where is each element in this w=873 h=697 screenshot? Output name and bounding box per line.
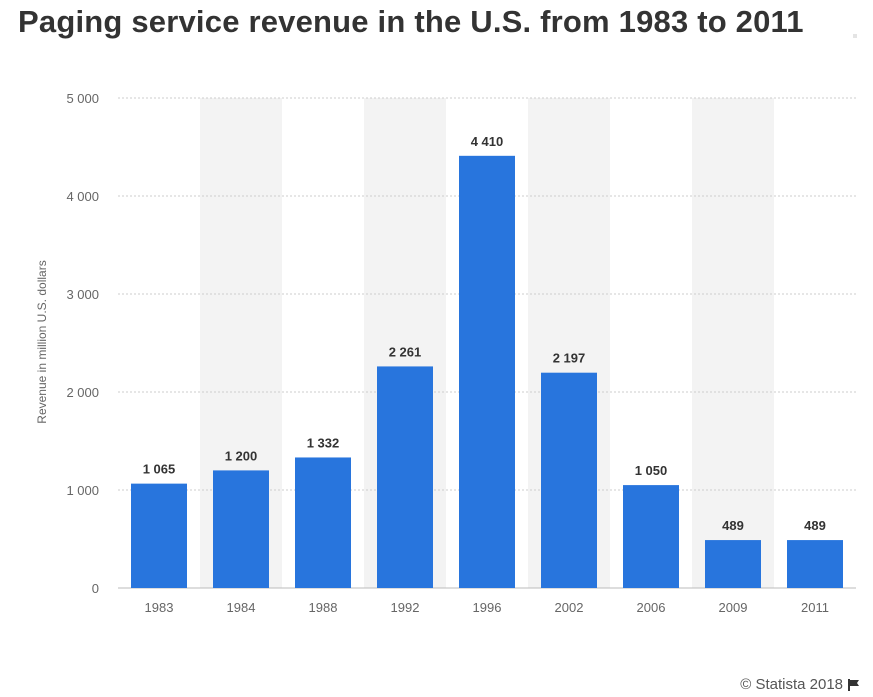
y-tick-label: 0 <box>92 581 99 596</box>
data-label: 1 065 <box>143 462 176 477</box>
bar <box>213 470 269 588</box>
x-tick-label: 2011 <box>801 600 829 615</box>
data-label: 1 332 <box>307 435 340 450</box>
x-tick-label: 1996 <box>473 600 502 615</box>
x-tick-label: 1988 <box>309 600 338 615</box>
data-label: 489 <box>804 518 826 533</box>
flag-icon[interactable] <box>847 678 861 692</box>
chart-title: Paging service revenue in the U.S. from … <box>18 4 804 39</box>
credit-text: © Statista 2018 <box>740 676 843 693</box>
data-label: 489 <box>722 518 744 533</box>
data-label: 1 050 <box>635 463 668 478</box>
y-tick-label: 4 000 <box>66 189 99 204</box>
background-band <box>692 98 774 588</box>
bar <box>623 485 679 588</box>
y-tick-label: 1 000 <box>66 483 99 498</box>
bar <box>131 483 187 588</box>
bar <box>459 155 515 588</box>
x-tick-label: 2006 <box>637 600 666 615</box>
footer: © Statista 2018 <box>740 676 861 693</box>
data-label: 1 200 <box>225 448 258 463</box>
data-label: 2 261 <box>389 344 422 359</box>
bar <box>787 540 843 588</box>
x-tick-label: 1983 <box>145 600 174 615</box>
data-label: 4 410 <box>471 134 504 149</box>
y-tick-label: 5 000 <box>66 91 99 106</box>
bar <box>541 372 597 588</box>
bar <box>705 540 761 588</box>
bar <box>377 366 433 588</box>
corner-marker <box>853 34 857 38</box>
bar <box>295 457 351 588</box>
x-tick-label: 1984 <box>227 600 256 615</box>
y-tick-label: 2 000 <box>66 385 99 400</box>
x-tick-label: 2009 <box>719 600 748 615</box>
x-tick-label: 1992 <box>391 600 420 615</box>
data-label: 2 197 <box>553 351 586 366</box>
x-tick-label: 2002 <box>555 600 584 615</box>
y-tick-label: 3 000 <box>66 287 99 302</box>
